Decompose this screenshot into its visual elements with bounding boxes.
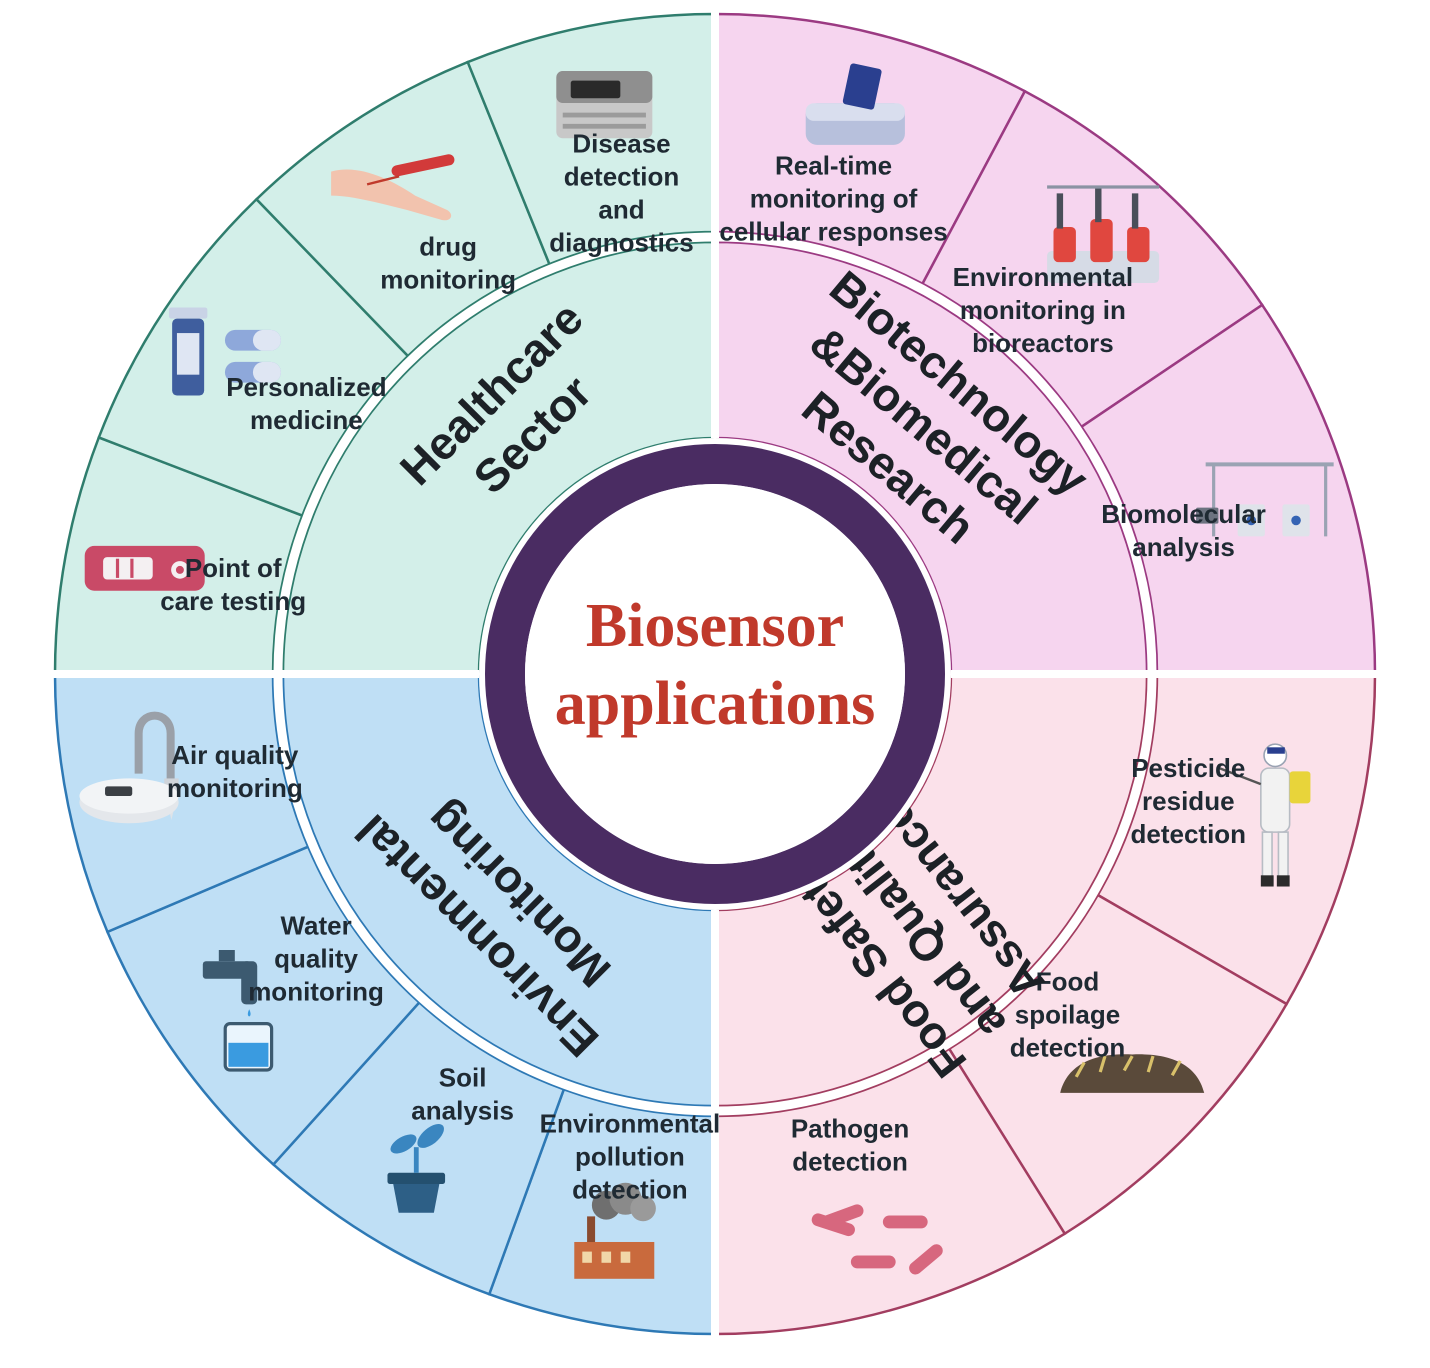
application-label-line: bioreactors xyxy=(972,328,1114,358)
application-label-line: Point of xyxy=(185,553,282,583)
application-label-line: Biomolecular xyxy=(1101,499,1266,529)
application-label-line: detection xyxy=(1010,1032,1126,1062)
center-title-line1: Biosensor xyxy=(586,592,844,660)
application-label-line: Personalized xyxy=(226,372,386,402)
application-label-line: pollution xyxy=(575,1142,685,1172)
application-label-line: diagnostics xyxy=(549,228,693,258)
application-label-line: Real-time xyxy=(775,151,892,181)
application-label-line: analysis xyxy=(411,1096,514,1126)
application-label-line: Water xyxy=(280,911,351,941)
ring-gap xyxy=(273,232,1157,1116)
application-label-line: monitoring in xyxy=(960,295,1126,325)
application-label-line: Environmental xyxy=(953,262,1134,292)
application-label-line: Disease xyxy=(572,129,670,159)
application-label-line: detection xyxy=(1131,819,1247,849)
center-title-line2: applications xyxy=(555,670,875,738)
application-label-line: detection xyxy=(572,1175,688,1205)
application-label-line: and xyxy=(598,195,644,225)
application-label-line: detection xyxy=(564,162,680,192)
application-label-line: cellular responses xyxy=(719,217,947,247)
application-label-line: quality xyxy=(274,944,358,974)
application-label-line: Air quality xyxy=(171,740,299,770)
application-label-line: drug xyxy=(419,232,477,262)
application-label-line: analysis xyxy=(1132,532,1235,562)
application-label-line: Food xyxy=(1036,966,1100,996)
application-label-line: detection xyxy=(792,1147,908,1177)
application-label-line: monitoring xyxy=(380,265,516,295)
application-label-line: Pathogen xyxy=(791,1114,909,1144)
application-label-line: care testing xyxy=(160,586,306,616)
application-label-line: monitoring of xyxy=(750,184,918,214)
center-disc xyxy=(525,484,905,864)
center-ring xyxy=(485,444,945,904)
application-label-line: medicine xyxy=(250,405,363,435)
application-label-line: Environmental xyxy=(540,1109,721,1139)
application-label-line: residue xyxy=(1142,786,1235,816)
application-label-line: spoilage xyxy=(1015,999,1120,1029)
application-label-line: monitoring xyxy=(248,977,384,1007)
application-label-line: Soil xyxy=(439,1063,487,1093)
application-label-line: monitoring xyxy=(167,773,303,803)
application-label-line: Pesticide xyxy=(1131,753,1245,783)
